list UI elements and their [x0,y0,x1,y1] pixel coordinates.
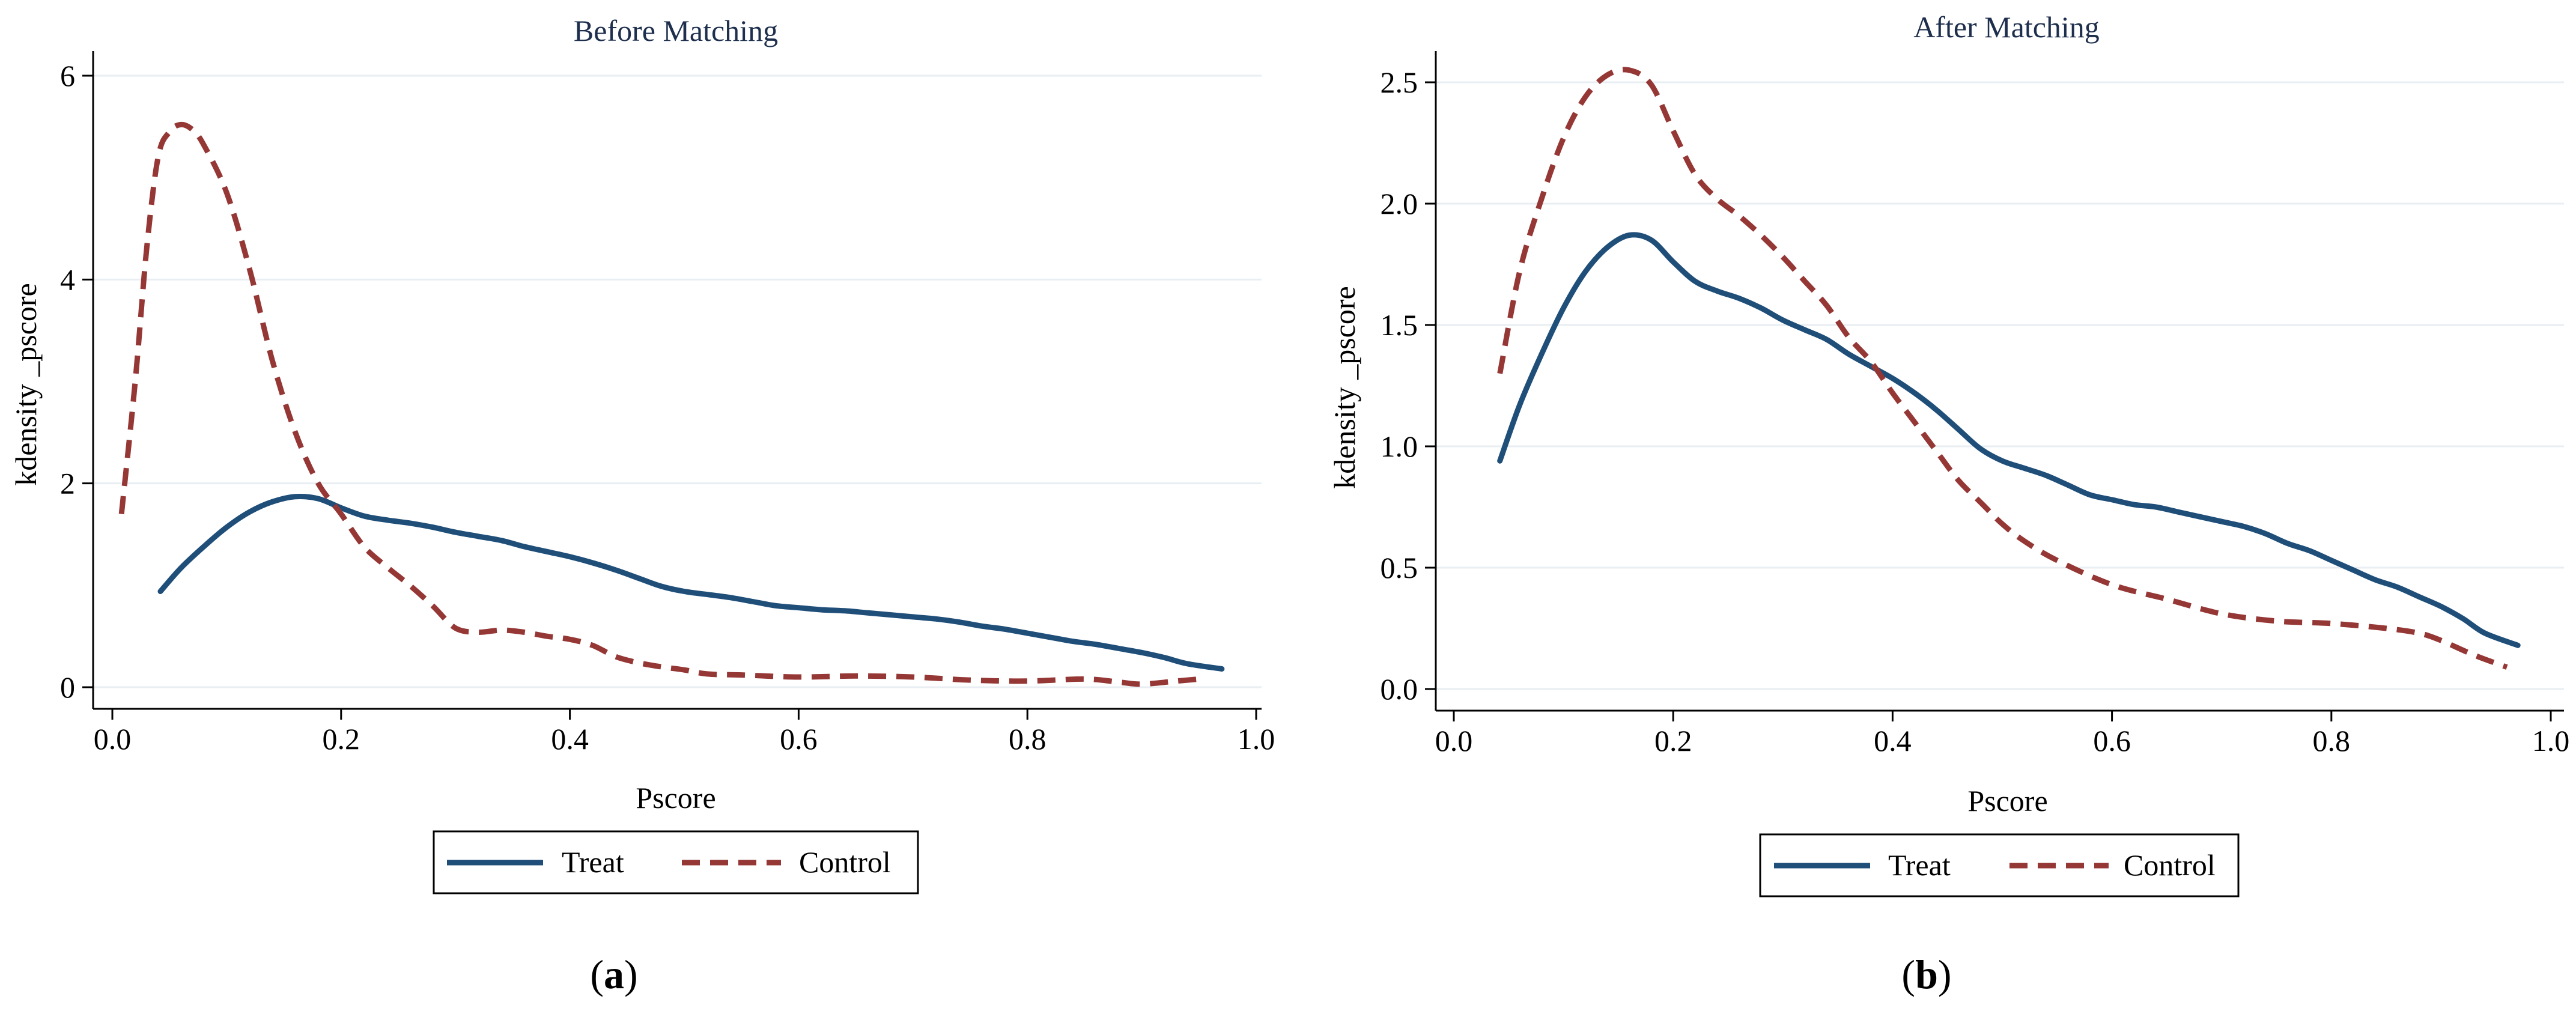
chart-title: Before Matching [574,14,778,47]
gridlines [1436,81,2564,690]
series-group [1497,67,2521,670]
series-line-control [118,121,1200,687]
x-tick-label: 1.0 [2532,724,2570,757]
y-tick-label: 6 [60,59,75,93]
series-group [118,121,1225,687]
legend-label-treat: Treat [562,845,624,879]
x-tick-label: 0.8 [2313,724,2351,757]
y-tick-label: 0.5 [1381,551,1418,584]
series-line-control [1497,67,2508,670]
x-ticks: 0.0 0.2 0.4 0.6 0.8 1.0 [1435,711,2570,757]
legend: Treat Control [433,830,919,894]
legend-label-control: Control [799,845,891,879]
x-tick-label: 0.0 [1435,724,1473,757]
x-tick-label: 0.2 [323,722,360,756]
panel-label-a: (a) [590,952,637,997]
y-tick-label: 0.0 [1381,672,1418,706]
y-tick-label: 2.5 [1381,65,1418,99]
series-line-treat [157,493,1225,672]
x-tick-label: 0.4 [551,722,589,756]
y-tick-label: 1.5 [1381,308,1418,342]
y-axis-label: kdensity _pscore [1328,286,1361,488]
gridlines [93,74,1262,688]
x-tick-label: 0.8 [1009,722,1046,756]
x-ticks: 0.0 0.2 0.4 0.6 0.8 1.0 [94,709,1275,756]
y-ticks: 0.0 0.5 1.0 1.5 2.0 2.5 [1381,65,1436,706]
x-tick-label: 0.4 [1874,724,1912,757]
x-axis-label: Pscore [1967,784,2047,818]
x-tick-label: 0.6 [780,722,818,756]
panel-label-b: (b) [1901,952,1951,997]
y-tick-label: 4 [60,263,75,296]
y-tick-label: 1.0 [1381,430,1418,463]
panel-letter: b [1915,952,1938,997]
x-tick-label: 0.2 [1654,724,1692,757]
x-axis-label: Pscore [636,781,715,815]
series-line-treat [1497,232,2521,648]
chart-panel-b: After Matching 0.0 0.5 1.0 1.5 2.0 2.5 0.0 0.2… [1328,10,2569,997]
panel-letter: a [604,952,624,997]
legend-label-control: Control [2124,848,2216,882]
x-tick-label: 0.0 [94,722,132,756]
x-tick-label: 1.0 [1238,722,1275,756]
x-tick-label: 0.6 [2093,724,2131,757]
chart-title: After Matching [1913,10,2100,44]
y-axis-label: kdensity _pscore [9,283,43,485]
y-tick-label: 2.0 [1381,187,1418,220]
y-tick-label: 2 [60,467,75,500]
legend: Treat Control [1759,833,2240,897]
y-tick-label: 0 [60,670,75,704]
y-ticks: 0 2 4 6 [60,59,93,704]
legend-label-treat: Treat [1888,848,1951,882]
